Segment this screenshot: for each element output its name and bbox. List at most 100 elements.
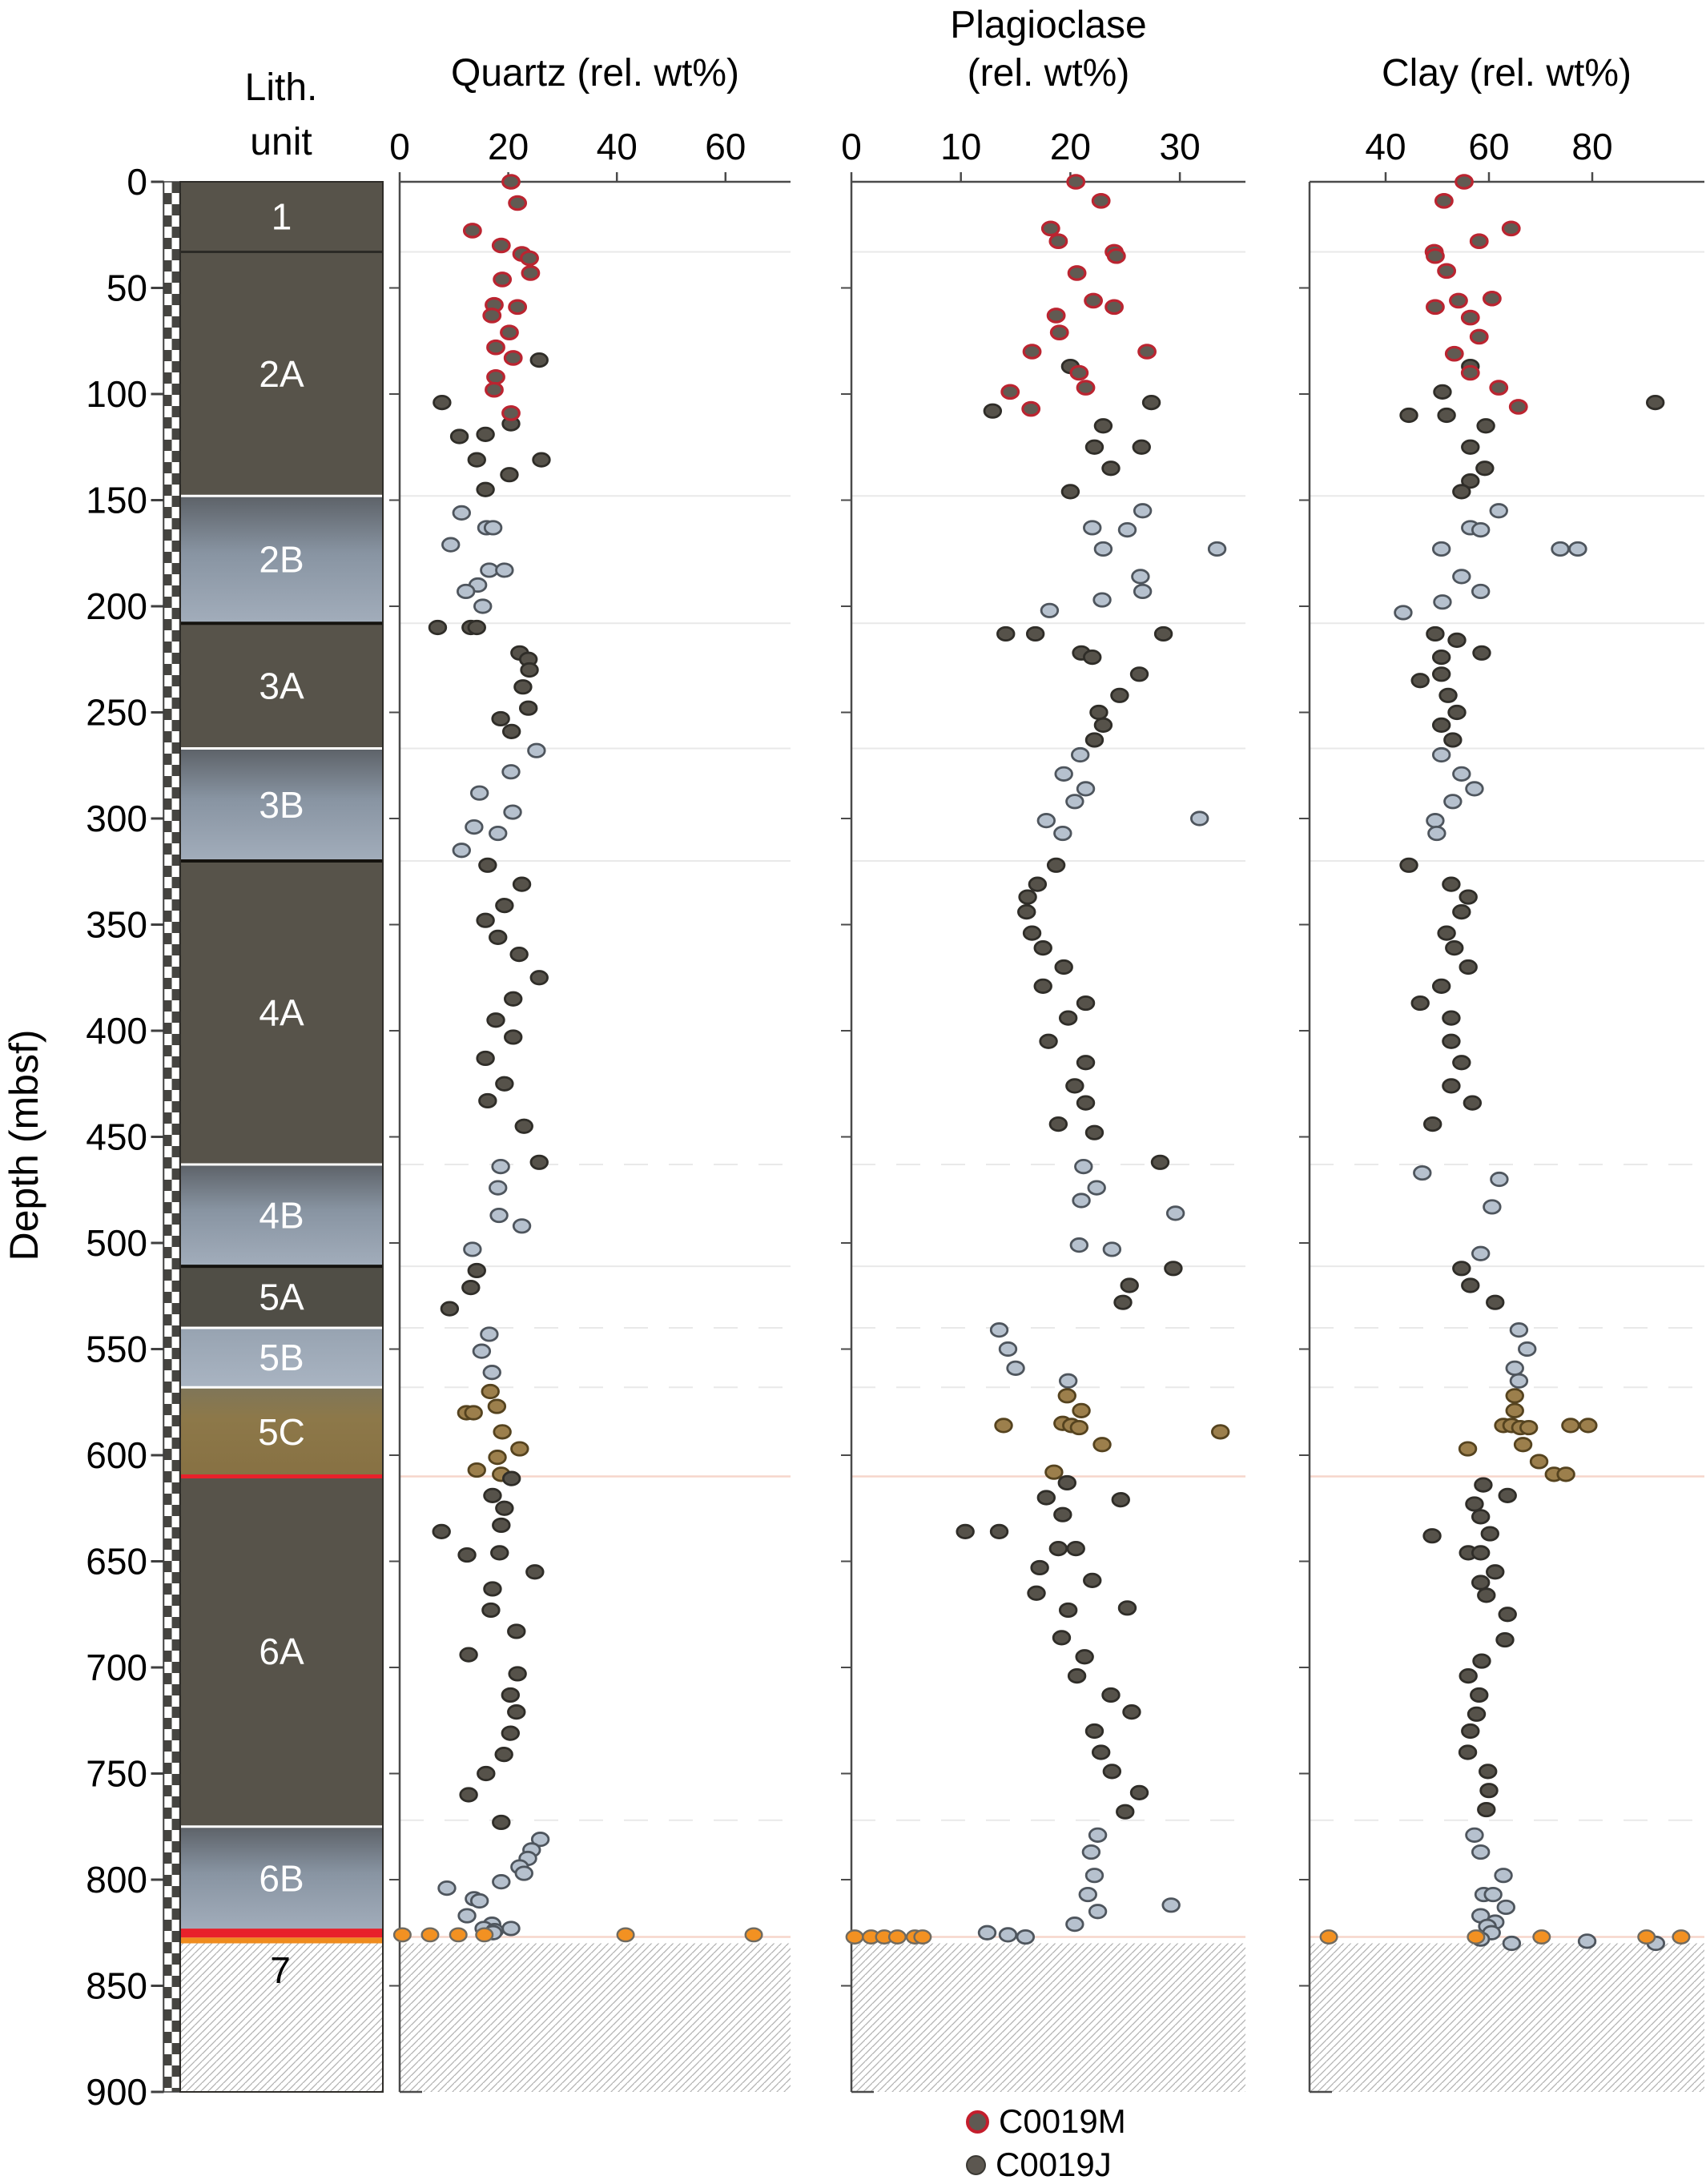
data-point-C0019J <box>1066 1541 1085 1557</box>
data-point-C0019J <box>1513 1437 1533 1453</box>
data-point-C0019J <box>501 723 521 739</box>
lith-unit-label: 2B <box>259 539 304 581</box>
data-point-C0019J <box>1076 781 1096 797</box>
data-point-C0019J <box>504 1029 523 1045</box>
data-point-C0019J <box>1058 1373 1078 1389</box>
data-point-C0019J <box>480 1326 499 1342</box>
data-point-C0019J <box>1092 1437 1112 1453</box>
svg-text:20: 20 <box>1050 126 1091 167</box>
data-point-C0019M <box>1444 345 1464 362</box>
data-point-C0019J_unit7 <box>1532 1929 1551 1945</box>
lith-unit-label: 3A <box>259 665 304 706</box>
data-point-C0019M <box>1104 299 1124 316</box>
data-point-C0019J <box>1447 704 1467 721</box>
panel-axis-quartz: 0 20 40 60 <box>389 126 791 2094</box>
data-point-C0019J <box>1048 1116 1068 1132</box>
data-point-C0019M <box>1426 247 1445 264</box>
data-point-C0019M <box>501 174 521 190</box>
data-point-C0019J_unit7 <box>420 1927 440 1943</box>
data-point-C0019J <box>1069 1419 1089 1436</box>
lith-unit-label: 5A <box>259 1277 304 1318</box>
data-point-C0019J <box>1426 813 1445 829</box>
data-point-C0019J <box>1447 632 1467 649</box>
svg-text:450: 450 <box>86 1116 147 1158</box>
data-point-C0019J <box>1519 1419 1539 1436</box>
data-point-C0019J <box>1477 1801 1496 1818</box>
data-point-C0019J <box>478 857 497 873</box>
data-point-C0019J <box>492 1517 511 1534</box>
svg-text:20: 20 <box>488 126 529 167</box>
data-point-C0019M <box>485 381 504 398</box>
data-point-C0019J <box>1084 732 1104 748</box>
svg-text:50: 50 <box>107 267 147 309</box>
data-point-C0019J <box>1498 1487 1517 1503</box>
data-point-C0019J <box>467 1262 486 1279</box>
data-point-C0019J <box>1465 1496 1484 1512</box>
panel-points-clay <box>1319 174 1691 1952</box>
data-point-C0019J <box>1459 889 1478 905</box>
data-point-C0019J <box>488 1450 507 1466</box>
data-point-C0019J <box>1471 1509 1491 1525</box>
data-point-C0019J <box>492 1814 511 1831</box>
data-point-C0019J <box>1422 1116 1442 1132</box>
data-point-C0019J <box>1433 384 1452 400</box>
data-point-C0019J <box>1645 394 1665 411</box>
quartz-panel-title: Quartz (rel. wt%) <box>450 52 740 95</box>
legend-label-c0019j: C0019J <box>996 2146 1112 2183</box>
data-point-C0019J <box>1479 1783 1499 1799</box>
data-point-C0019J <box>1040 602 1060 618</box>
data-point-C0019J <box>481 1383 500 1400</box>
data-point-C0019J <box>1069 1237 1089 1253</box>
panel-points-quartz <box>392 174 763 1943</box>
data-point-C0019J <box>977 1925 997 1941</box>
data-point-C0019J <box>1472 1653 1491 1669</box>
data-point-C0019J <box>1161 1897 1181 1913</box>
data-point-C0019J <box>1093 541 1113 557</box>
data-point-C0019J <box>512 876 532 892</box>
data-point-C0019J <box>1471 583 1491 600</box>
panel-points-plagioclase <box>845 174 1230 1945</box>
data-point-C0019J <box>489 825 508 842</box>
svg-text:60: 60 <box>1468 126 1509 167</box>
svg-text:550: 550 <box>86 1329 147 1370</box>
data-point-C0019J <box>1431 666 1451 682</box>
data-point-C0019J <box>1207 541 1227 557</box>
data-point-C0019J <box>1030 1559 1049 1576</box>
data-point-C0019J <box>1399 857 1418 873</box>
data-point-C0019J <box>1452 766 1471 782</box>
data-point-C0019J <box>461 1280 481 1296</box>
data-point-C0019J <box>493 1424 512 1440</box>
svg-text:80: 80 <box>1571 126 1612 167</box>
data-point-C0019J <box>1494 1868 1513 1884</box>
data-point-C0019J <box>1084 1868 1104 1884</box>
data-point-C0019J <box>1018 889 1037 905</box>
data-point-C0019J <box>501 1470 521 1486</box>
svg-text:600: 600 <box>86 1434 147 1476</box>
data-point-C0019J <box>476 426 495 442</box>
data-point-C0019J_unit7 <box>616 1927 635 1943</box>
data-point-C0019J <box>1101 1687 1121 1703</box>
data-point-C0019J <box>518 700 538 716</box>
data-point-C0019J <box>1452 484 1471 500</box>
data-point-C0019M <box>1508 399 1528 415</box>
clay-panel-title: Clay (rel. wt%) <box>1381 52 1632 95</box>
data-point-C0019J <box>1058 1602 1078 1619</box>
data-point-C0019J <box>467 452 486 468</box>
data-point-C0019M <box>1066 174 1086 190</box>
data-point-C0019J <box>503 804 522 820</box>
data-point-C0019J <box>998 1341 1018 1357</box>
data-point-C0019J <box>1071 746 1090 763</box>
data-point-C0019J_unit7 <box>1467 1929 1486 1945</box>
data-point-C0019J_unit7 <box>1319 1929 1338 1945</box>
data-point-C0019J <box>501 1921 521 1937</box>
data-point-C0019J <box>459 1647 478 1663</box>
data-point-C0019J <box>433 394 452 411</box>
data-point-C0019J <box>1471 1575 1491 1591</box>
data-point-C0019J <box>514 1865 533 1881</box>
data-point-C0019J <box>1053 1506 1072 1522</box>
core-recovery-column <box>163 181 181 2093</box>
data-point-C0019J <box>996 625 1016 642</box>
data-point-C0019J <box>1489 503 1508 519</box>
data-point-C0019M <box>1469 328 1489 345</box>
data-point-C0019M <box>1048 233 1068 249</box>
